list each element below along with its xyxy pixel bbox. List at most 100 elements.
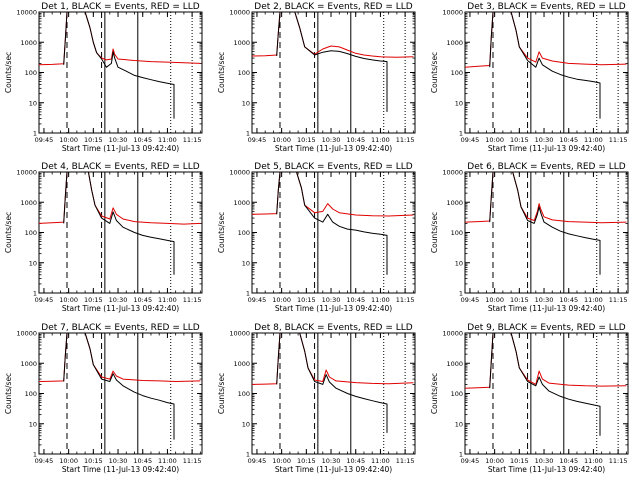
x-tick-label: 10:00 [485, 136, 504, 144]
x-tick-label: 09:45 [461, 457, 480, 465]
plot-frame [464, 171, 629, 294]
lld-series-line [464, 171, 627, 224]
y-tick-label: 1000 [20, 360, 37, 368]
detector-panel-6: Det 6, BLACK = Events, RED = LLD 1 10 100 10… [430, 162, 629, 313]
y-tick-label: 10000 [229, 330, 250, 338]
x-tick-label: 11:15 [609, 136, 628, 144]
x-axis-label: Start Time (11-Jul-13 09:42:40) [275, 465, 392, 474]
lld-series-line [38, 11, 201, 66]
lld-series-line [38, 332, 201, 382]
y-tick-label: 1 [246, 130, 250, 138]
events-series-line [489, 332, 601, 436]
x-axis-label: Start Time (11-Jul-13 09:42:40) [62, 465, 179, 474]
x-tick-label: 10:45 [346, 457, 365, 465]
x-tick-label: 10:00 [485, 457, 504, 465]
y-tick-label: 1000 [233, 199, 250, 207]
y-tick-label: 1 [33, 290, 37, 298]
x-tick-label: 11:00 [584, 136, 603, 144]
y-tick-label: 10000 [16, 9, 37, 17]
plot-frame [38, 171, 203, 294]
x-tick-label: 11:15 [396, 296, 415, 304]
x-tick-label: 10:30 [109, 296, 128, 304]
x-axis-label: Start Time (11-Jul-13 09:42:40) [275, 304, 392, 313]
events-series-line [276, 332, 388, 433]
x-tick-label: 11:00 [158, 296, 177, 304]
x-tick-label: 11:00 [584, 457, 603, 465]
events-series-line [63, 11, 175, 119]
y-tick-label: 100 [451, 69, 463, 77]
x-tick-label: 11:15 [183, 296, 202, 304]
y-tick-label: 1 [459, 130, 463, 138]
x-tick-label: 10:00 [59, 457, 78, 465]
panel-title: Det 4, BLACK = Events, RED = LLD [41, 162, 200, 172]
x-tick-label: 10:15 [297, 136, 316, 144]
y-tick-label: 1 [246, 290, 250, 298]
x-tick-label: 09:45 [248, 457, 267, 465]
y-tick-label: 10000 [229, 169, 250, 177]
x-tick-label: 10:15 [510, 457, 529, 465]
y-tick-label: 100 [451, 390, 463, 398]
events-series-line [63, 332, 175, 440]
x-tick-label: 10:15 [297, 296, 316, 304]
x-axis-label: Start Time (11-Jul-13 09:42:40) [275, 144, 392, 153]
x-tick-label: 10:45 [133, 296, 152, 304]
x-tick-label: 10:00 [272, 136, 291, 144]
y-tick-label: 10000 [442, 169, 463, 177]
y-axis-label: Counts/sec [4, 52, 13, 93]
x-tick-label: 10:45 [346, 136, 365, 144]
x-tick-label: 09:45 [248, 296, 267, 304]
plot-frame [251, 171, 416, 294]
detector-panel-8: Det 8, BLACK = Events, RED = LLD 1 10 100 10… [217, 323, 416, 474]
y-axis-label: Counts/sec [430, 212, 439, 253]
y-tick-label: 10000 [16, 169, 37, 177]
y-tick-label: 10 [29, 420, 37, 428]
panel-title: Det 8, BLACK = Events, RED = LLD [254, 323, 413, 333]
y-tick-label: 10 [455, 259, 463, 267]
x-tick-label: 10:45 [133, 457, 152, 465]
x-tick-label: 10:30 [322, 136, 341, 144]
y-tick-label: 10 [242, 99, 250, 107]
x-tick-label: 10:15 [84, 136, 103, 144]
y-tick-label: 1000 [233, 39, 250, 47]
y-tick-label: 10 [242, 420, 250, 428]
x-axis-label: Start Time (11-Jul-13 09:42:40) [488, 465, 605, 474]
events-series-line [63, 171, 175, 275]
y-tick-label: 10 [455, 99, 463, 107]
y-tick-label: 100 [238, 229, 250, 237]
x-tick-label: 11:15 [396, 457, 415, 465]
x-axis-label: Start Time (11-Jul-13 09:42:40) [488, 144, 605, 153]
y-tick-label: 100 [25, 229, 37, 237]
panel-title: Det 1, BLACK = Events, RED = LLD [41, 2, 200, 12]
x-axis-label: Start Time (11-Jul-13 09:42:40) [62, 144, 179, 153]
lld-series-line [38, 171, 201, 225]
y-tick-label: 1000 [20, 39, 37, 47]
detector-panel-9: Det 9, BLACK = Events, RED = LLD 1 10 100 10… [430, 323, 629, 474]
y-tick-label: 100 [25, 69, 37, 77]
x-tick-label: 11:15 [609, 457, 628, 465]
x-tick-label: 10:30 [109, 457, 128, 465]
x-tick-label: 10:30 [322, 296, 341, 304]
y-tick-label: 100 [238, 390, 250, 398]
y-tick-label: 1 [459, 451, 463, 459]
y-tick-label: 10 [455, 420, 463, 428]
plot-frame [251, 11, 416, 134]
x-tick-label: 10:30 [535, 136, 554, 144]
x-tick-label: 11:15 [183, 136, 202, 144]
y-axis-label: Counts/sec [217, 212, 226, 253]
y-tick-label: 100 [25, 390, 37, 398]
x-tick-label: 10:30 [109, 136, 128, 144]
x-tick-label: 11:00 [158, 136, 177, 144]
lld-series-line [251, 332, 414, 385]
x-tick-label: 11:00 [371, 296, 390, 304]
x-tick-label: 11:00 [371, 136, 390, 144]
x-tick-label: 10:45 [133, 136, 152, 144]
y-tick-label: 1 [33, 130, 37, 138]
x-tick-label: 10:00 [59, 296, 78, 304]
events-series-line [276, 11, 388, 112]
y-tick-label: 1000 [233, 360, 250, 368]
x-tick-label: 10:15 [510, 296, 529, 304]
plot-frame [464, 11, 629, 134]
x-tick-label: 10:15 [297, 457, 316, 465]
events-series-line [489, 171, 601, 275]
